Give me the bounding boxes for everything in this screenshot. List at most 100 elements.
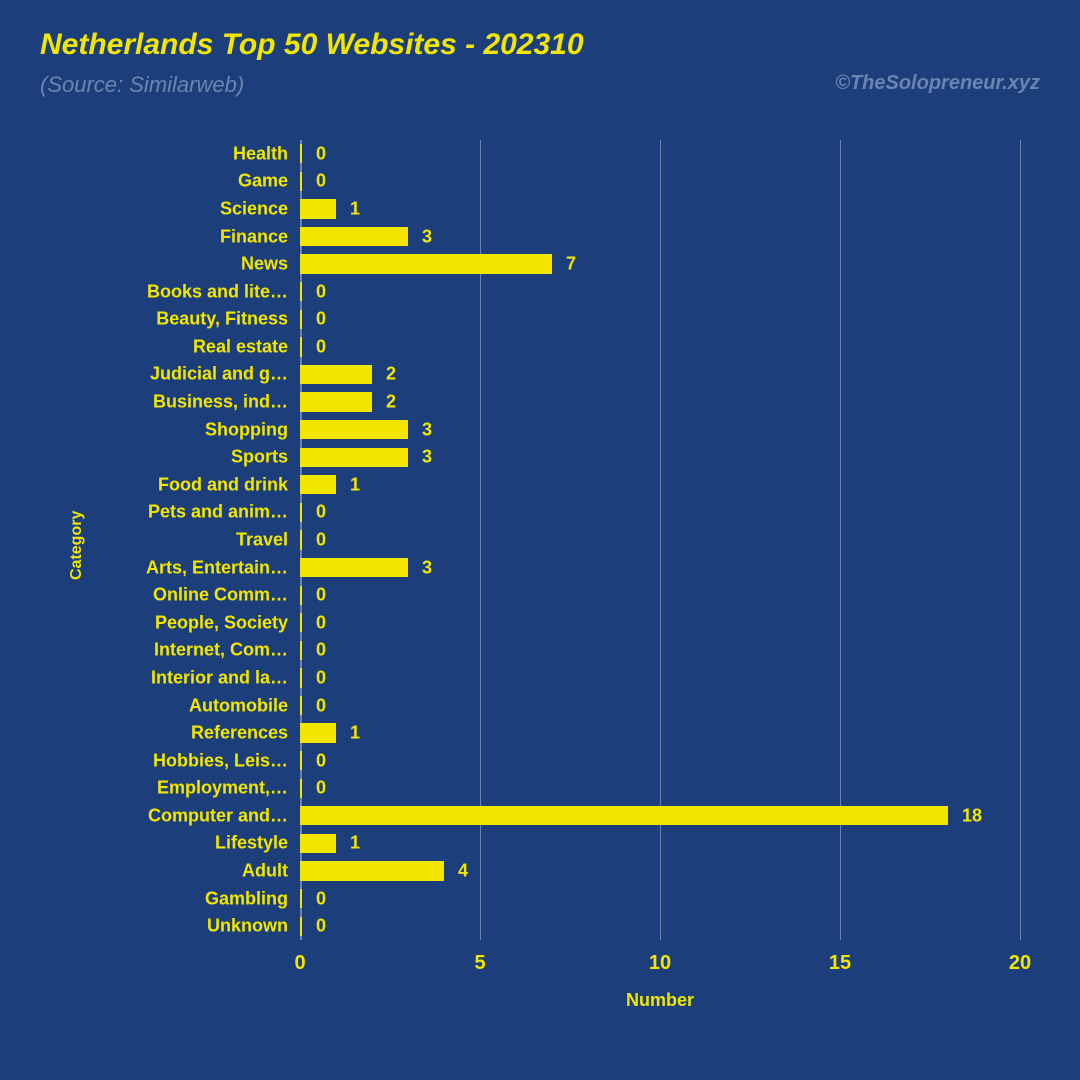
- category-label: Internet, Com…: [108, 640, 288, 661]
- bar: [300, 475, 336, 494]
- bar-row: 4: [300, 857, 1020, 885]
- bar-row: 0: [300, 692, 1020, 720]
- category-label: References: [108, 723, 288, 744]
- bar: [300, 861, 444, 880]
- bar: [300, 448, 408, 467]
- bar-value: 1: [350, 833, 360, 854]
- bar-value: 0: [316, 281, 326, 302]
- bar-value: 3: [422, 419, 432, 440]
- bar-row: 0: [300, 609, 1020, 637]
- x-tick-label: 15: [829, 952, 851, 975]
- category-label: Science: [108, 198, 288, 219]
- bar-value: 1: [350, 474, 360, 495]
- bar: [300, 503, 302, 522]
- bar-value: 0: [316, 309, 326, 330]
- category-label: News: [108, 254, 288, 275]
- bar-value: 0: [316, 778, 326, 799]
- category-label: Finance: [108, 226, 288, 247]
- bar: [300, 392, 372, 411]
- bar: [300, 586, 302, 605]
- category-label: Lifestyle: [108, 833, 288, 854]
- category-label: Sports: [108, 447, 288, 468]
- category-label: Unknown: [108, 916, 288, 937]
- bar-row: 3: [300, 443, 1020, 471]
- bar-row: 0: [300, 664, 1020, 692]
- bar: [300, 696, 302, 715]
- category-label: Employment,…: [108, 778, 288, 799]
- bar-value: 0: [316, 171, 326, 192]
- bar-row: 0: [300, 306, 1020, 334]
- bar-row: 0: [300, 333, 1020, 361]
- bar-value: 0: [316, 667, 326, 688]
- chart-subtitle: (Source: Similarweb): [40, 72, 244, 98]
- category-label: Pets and anim…: [108, 502, 288, 523]
- bar-value: 0: [316, 750, 326, 771]
- bar-row: 0: [300, 278, 1020, 306]
- bar-row: 3: [300, 554, 1020, 582]
- grid-line: [1020, 140, 1021, 940]
- bar: [300, 723, 336, 742]
- bar: [300, 834, 336, 853]
- bar: [300, 310, 302, 329]
- bar-row: 0: [300, 581, 1020, 609]
- bar-value: 7: [566, 254, 576, 275]
- category-label: Arts, Entertain…: [108, 557, 288, 578]
- category-label: Computer and…: [108, 805, 288, 826]
- bar-row: 0: [300, 140, 1020, 168]
- bar-value: 1: [350, 198, 360, 219]
- bar: [300, 420, 408, 439]
- x-tick-label: 0: [294, 952, 305, 975]
- bar-value: 0: [316, 502, 326, 523]
- bar-value: 2: [386, 364, 396, 385]
- bar: [300, 365, 372, 384]
- chart-credit: ©TheSolopreneur.xyz: [835, 72, 1040, 95]
- bar-row: 0: [300, 526, 1020, 554]
- bar-row: 0: [300, 747, 1020, 775]
- bar-row: 0: [300, 912, 1020, 940]
- category-label: Books and lite…: [108, 281, 288, 302]
- bar: [300, 530, 302, 549]
- bar-row: 7: [300, 250, 1020, 278]
- bar-value: 0: [316, 585, 326, 606]
- bar-row: 1: [300, 830, 1020, 858]
- chart-root: Netherlands Top 50 Websites - 202310 (So…: [0, 0, 1080, 1080]
- category-label: Shopping: [108, 419, 288, 440]
- bar: [300, 172, 302, 191]
- bar-value: 0: [316, 640, 326, 661]
- bar-row: 1: [300, 195, 1020, 223]
- bar-value: 3: [422, 557, 432, 578]
- category-label: Food and drink: [108, 474, 288, 495]
- bar-row: 18: [300, 802, 1020, 830]
- category-label: Adult: [108, 861, 288, 882]
- bar: [300, 751, 302, 770]
- bar-row: 1: [300, 719, 1020, 747]
- bar-value: 0: [316, 143, 326, 164]
- bar: [300, 144, 302, 163]
- bar: [300, 199, 336, 218]
- x-tick-label: 5: [474, 952, 485, 975]
- category-label: Health: [108, 143, 288, 164]
- bar-value: 4: [458, 861, 468, 882]
- bar-value: 3: [422, 226, 432, 247]
- category-label: Game: [108, 171, 288, 192]
- bar-value: 3: [422, 447, 432, 468]
- bar: [300, 806, 948, 825]
- bar-value: 0: [316, 336, 326, 357]
- bar-row: 2: [300, 388, 1020, 416]
- bar-value: 0: [316, 888, 326, 909]
- bar-value: 0: [316, 529, 326, 550]
- bar-row: 0: [300, 885, 1020, 913]
- bar-value: 0: [316, 916, 326, 937]
- bar-row: 0: [300, 774, 1020, 802]
- bar: [300, 613, 302, 632]
- x-tick-label: 20: [1009, 952, 1031, 975]
- bar-value: 18: [962, 805, 982, 826]
- category-label: People, Society: [108, 612, 288, 633]
- bar-row: 0: [300, 637, 1020, 665]
- category-label: Business, ind…: [108, 392, 288, 413]
- bar-row: 0: [300, 499, 1020, 527]
- bar-value: 1: [350, 723, 360, 744]
- category-label: Interior and la…: [108, 667, 288, 688]
- bar-value: 0: [316, 695, 326, 716]
- y-axis-title: Category: [68, 511, 86, 580]
